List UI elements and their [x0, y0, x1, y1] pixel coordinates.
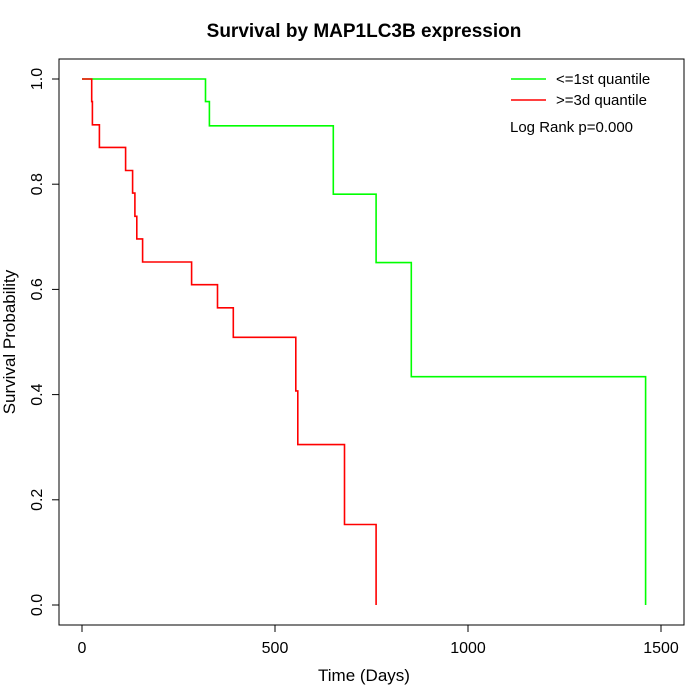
legend-label: <=1st quantile [556, 71, 650, 88]
x-axis: 0 500 1000 1500 [78, 624, 679, 657]
legend-label: >=3d quantile [556, 92, 647, 109]
plot-frame [58, 58, 685, 626]
y-axis: 0.0 0.2 0.4 0.6 0.8 1.0 [29, 68, 60, 616]
x-tick-label: 0 [78, 640, 87, 657]
y-tick-label: 0.6 [29, 278, 46, 300]
y-tick-label: 0.4 [29, 383, 46, 405]
y-tick-label: 0.8 [29, 173, 46, 195]
series-line-1 [82, 78, 377, 605]
y-axis-title: Survival Probability [0, 269, 19, 414]
x-tick-label: 1500 [643, 640, 679, 657]
series-line-0 [82, 78, 647, 605]
legend: <=1st quantile >=3d quantile [511, 71, 650, 109]
x-tick-label: 1000 [450, 640, 486, 657]
log-rank-annotation: Log Rank p=0.000 [510, 119, 633, 136]
chart-title: Survival by MAP1LC3B expression [207, 21, 522, 42]
y-tick-label: 0.0 [29, 594, 46, 616]
y-tick-label: 1.0 [29, 68, 46, 90]
x-tick-label: 500 [262, 640, 289, 657]
x-axis-title: Time (Days) [318, 666, 410, 685]
y-tick-label: 0.2 [29, 489, 46, 511]
series-lines [82, 78, 647, 605]
